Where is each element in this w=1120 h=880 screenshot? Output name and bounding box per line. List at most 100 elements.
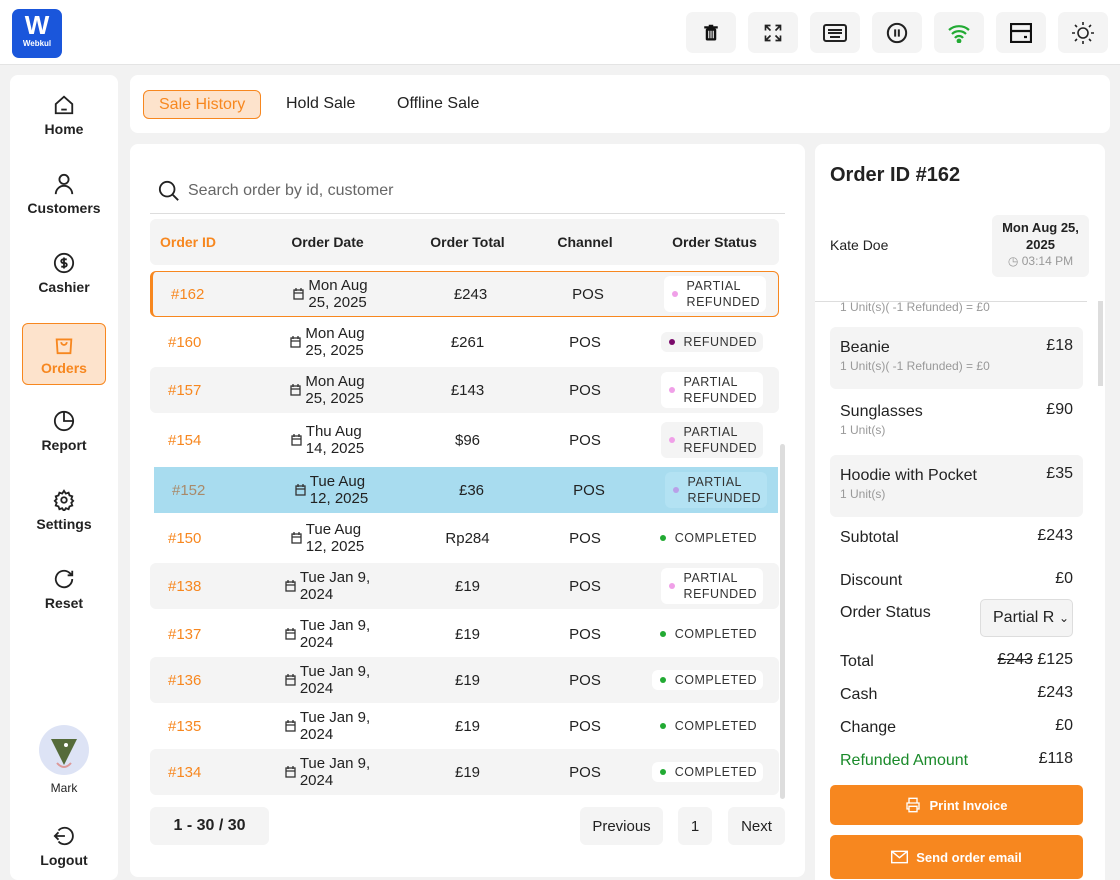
avatar[interactable] [39,725,89,775]
order-channel: POS [569,763,601,781]
theme-toggle-button[interactable] [1058,12,1108,53]
logout-button[interactable]: Logout [22,815,106,877]
discount-row: Discount £0 [840,570,1073,589]
subtotal-row: Subtotal £243 [840,527,1073,546]
next-button[interactable]: Next [728,807,785,845]
calendar-icon [290,384,302,396]
order-list-panel: Search order by id, customer Order ID Or… [130,144,805,877]
order-channel: POS [572,285,604,303]
order-channel: POS [569,671,601,689]
status-badge: PARTIAL REFUNDED [650,417,779,463]
gear-icon [53,488,75,511]
order-date: Mon Aug 25, 2025 [253,272,408,316]
calendar-icon [285,628,296,640]
table-row[interactable]: #137 Tue Jan 9, 2024 £19 POS COMPLETED [150,611,779,657]
order-date: Mon Aug 25, 2025 [250,367,405,413]
order-id-link[interactable]: #136 [168,671,202,689]
top-bar: W Webkul [0,0,1120,65]
send-email-button[interactable]: Send order email [830,835,1083,879]
table-row[interactable]: #160 Mon Aug 25, 2025 £261 POS REFUNDED [150,319,779,365]
order-channel: POS [569,431,601,449]
status-badge: PARTIAL REFUNDED [654,467,783,513]
user-icon [54,173,74,194]
order-date: Thu Aug 14, 2025 [250,417,405,463]
calendar-icon [295,484,306,496]
header-order-status: Order Status [672,234,757,250]
mail-icon [891,850,909,864]
order-total: £19 [454,671,481,689]
order-id-link[interactable]: #150 [168,529,202,547]
dollar-circle-icon [53,252,75,273]
order-id-link[interactable]: #162 [171,285,205,303]
printer-icon [906,797,921,813]
sidebar-item-orders[interactable]: Orders [22,323,106,385]
order-id-link[interactable]: #154 [168,431,202,449]
order-id-link[interactable]: #152 [172,481,206,499]
sidebar-item-home[interactable]: Home [22,84,106,146]
refunded-row: Refunded Amount £118 [840,750,1073,769]
sidebar-item-report[interactable]: Report [22,400,106,462]
table-row[interactable]: #154 Thu Aug 14, 2025 $96 POS PARTIAL REFU… [150,417,779,463]
keyboard-button[interactable] [810,12,860,53]
fullscreen-button[interactable] [748,12,798,53]
table-row[interactable]: #138 Tue Jan 9, 2024 £19 POS PARTIAL REFUN… [150,563,779,609]
order-date: Tue Jan 9, 2024 [250,611,405,657]
order-id-link[interactable]: #137 [168,625,202,643]
order-id-link[interactable]: #157 [168,381,202,399]
order-id-link[interactable]: #135 [168,717,202,735]
status-badge: COMPLETED [650,515,779,561]
header-order-date: Order Date [291,234,364,250]
table-row[interactable]: #135 Tue Jan 9, 2024 £19 POS COMPLETED [150,703,779,749]
header-order-id[interactable]: Order ID [160,234,217,250]
pause-button[interactable] [872,12,922,53]
header-channel: Channel [557,234,613,250]
sidebar-item-settings[interactable]: Settings [22,479,106,541]
sidebar-item-reset[interactable]: Reset [22,558,106,620]
order-channel: POS [569,625,601,643]
previous-button[interactable]: Previous [580,807,663,845]
order-total: £19 [454,763,481,781]
table-row[interactable]: #136 Tue Jan 9, 2024 £19 POS COMPLETED [150,657,779,703]
calendar-icon [285,580,296,592]
webkul-logo: W Webkul [12,9,62,58]
sidebar-item-cashier[interactable]: Cashier [22,242,106,304]
table-row[interactable]: #157 Mon Aug 25, 2025 £143 POS PARTIAL REF… [150,367,779,413]
tab-sale-history[interactable]: Sale History [143,90,262,119]
user-name: Mark [50,781,78,795]
order-item: Sunglasses 1 Unit(s) £90 [840,401,1073,437]
tab-offline-sale[interactable]: Offline Sale [397,95,480,112]
wifi-button[interactable] [934,12,984,53]
order-title: Order ID #162 [830,164,961,186]
order-total: £143 [450,381,485,399]
scrollbar[interactable] [780,444,785,799]
search-input[interactable]: Search order by id, customer [150,169,785,214]
order-id-link[interactable]: #138 [168,577,202,595]
print-invoice-button[interactable]: Print Invoice [830,785,1083,825]
fullscreen-icon [764,24,782,41]
trash-button[interactable] [686,12,736,53]
customer-name: Kate Doe [830,237,889,253]
sidebar-item-customers[interactable]: Customers [22,163,106,225]
cash-drawer-button[interactable] [996,12,1046,53]
table-row[interactable]: #152 Tue Aug 12, 2025 £36 POS PARTIAL REFU… [154,467,778,513]
page-1-button[interactable]: 1 [678,807,712,845]
home-icon [54,95,74,114]
search-icon [158,180,179,201]
items-scrollbar[interactable] [1098,301,1103,386]
sun-icon [1072,21,1094,44]
status-badge: PARTIAL REFUNDED [650,563,779,609]
calendar-icon [285,674,296,686]
order-id-link[interactable]: #160 [168,333,202,351]
order-id-link[interactable]: #134 [168,763,202,781]
order-total: £19 [454,625,481,643]
order-status-select[interactable]: Partial R ⌄ [980,599,1073,637]
calendar-icon [291,532,302,544]
status-badge: COMPLETED [650,749,779,795]
table-row[interactable]: #162 Mon Aug 25, 2025 £243 POS PARTIAL REF… [150,271,779,317]
order-detail-panel: Order ID #162 Kate Doe Mon Aug 25, 2025 ◷… [815,144,1105,880]
table-row[interactable]: #134 Tue Jan 9, 2024 £19 POS COMPLETED [150,749,779,795]
status-badge: COMPLETED [650,703,779,749]
table-row[interactable]: #150 Tue Aug 12, 2025 Rp284 POS COMPLETED [150,515,779,561]
wifi-icon [948,24,970,43]
tab-hold-sale[interactable]: Hold Sale [286,95,356,112]
